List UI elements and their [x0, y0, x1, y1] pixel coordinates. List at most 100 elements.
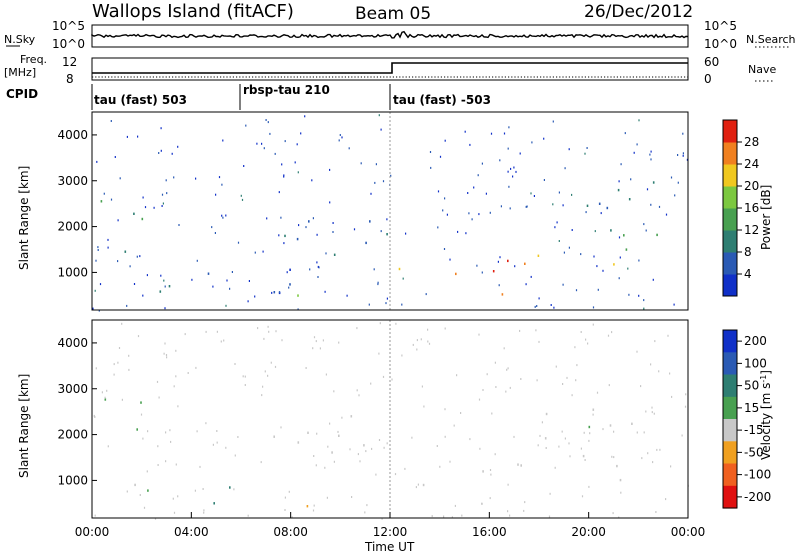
scatter-cell: [264, 370, 266, 373]
data-cell: [625, 248, 628, 251]
scatter-cell: [196, 259, 198, 262]
colorbar-block: [723, 142, 737, 165]
scatter-cell: [449, 460, 451, 463]
data-cell: [140, 401, 142, 404]
scatter-cell: [439, 155, 442, 158]
scatter-cell: [244, 384, 246, 386]
scatter-cell: [286, 271, 288, 274]
scatter-cell: [602, 428, 604, 431]
scatter-cell: [243, 165, 245, 167]
scatter-cell: [225, 214, 227, 217]
scatter-cell: [456, 374, 458, 377]
data-cell: [537, 254, 540, 257]
scatter-cell: [497, 260, 499, 263]
scatter-cell: [507, 367, 509, 370]
data-cell: [544, 437, 547, 440]
scatter-cell: [471, 218, 473, 221]
scatter-cell: [214, 232, 216, 234]
scatter-cell: [173, 385, 175, 388]
scatter-cell: [244, 375, 246, 378]
scatter-cell: [169, 429, 171, 432]
scatter-cell: [457, 230, 459, 233]
scatter-cell: [533, 195, 535, 197]
scatter-cell: [401, 303, 403, 306]
scatter-cell: [380, 128, 382, 131]
scatter-cell: [326, 496, 328, 499]
y-tick-label: 1000: [57, 473, 88, 487]
scatter-cell: [296, 143, 298, 146]
scatter-cell: [655, 511, 657, 513]
scatter-cell: [588, 485, 590, 488]
scatter-cell: [650, 363, 652, 366]
scatter-cell: [569, 455, 571, 458]
scatter-cell: [643, 431, 645, 434]
scatter-cell: [256, 142, 258, 145]
data-cell: [482, 470, 484, 473]
scatter-cell: [107, 246, 109, 249]
scatter-cell: [261, 142, 263, 145]
scatter-cell: [647, 452, 649, 455]
scatter-cell: [175, 375, 177, 378]
scatter-cell: [580, 331, 582, 333]
scatter-cell: [561, 430, 563, 433]
scatter-cell: [195, 366, 197, 369]
scatter-cell: [543, 179, 545, 181]
scatter-cell: [390, 174, 392, 177]
x-tick-label: 00:00: [75, 525, 110, 539]
data-cell: [507, 259, 509, 263]
scatter-cell: [160, 127, 162, 130]
colorbar-tick-label: 50: [744, 379, 759, 393]
scatter-cell: [467, 192, 469, 194]
scatter-cell: [568, 148, 570, 151]
scatter-cell: [554, 466, 556, 469]
scatter-cell: [670, 465, 672, 468]
scatter-cell: [494, 453, 496, 456]
scatter-cell: [442, 209, 444, 212]
scatter-cell: [166, 356, 168, 359]
data-cell: [656, 233, 658, 237]
y-tick-label: 2000: [57, 428, 88, 442]
scatter-cell: [261, 394, 263, 397]
data-cell: [386, 233, 388, 236]
scatter-cell: [254, 295, 256, 298]
data-cell: [124, 250, 127, 253]
scatter-cell: [329, 201, 331, 204]
scatter-cell: [205, 330, 207, 333]
noise-sky-line: [91, 30, 689, 39]
colorbar-tick-label: 20: [744, 179, 759, 193]
scatter-cell: [99, 283, 102, 286]
scatter-cell: [444, 139, 446, 142]
scatter-cell: [233, 488, 235, 491]
scatter-cell: [137, 135, 139, 138]
scatter-cell: [281, 163, 283, 166]
scatter-cell: [106, 389, 108, 392]
scatter-cell: [681, 434, 683, 437]
scatter-cell: [416, 348, 418, 351]
data-cell: [207, 272, 210, 275]
scatter-cell: [288, 286, 290, 289]
scatter-cell: [509, 386, 511, 389]
scatter-cell: [534, 305, 536, 308]
scatter-cell: [349, 448, 351, 451]
colorbar-block: [723, 485, 737, 509]
scatter-cell: [262, 250, 264, 253]
scatter-cell: [113, 363, 115, 366]
scatter-cell: [364, 511, 366, 514]
scatter-cell: [412, 343, 414, 346]
data-cell: [652, 181, 655, 184]
scatter-cell: [473, 186, 475, 189]
power-plot-frame: [91, 111, 689, 311]
scatter-cell: [649, 153, 651, 156]
cpid-segment-2: rbsp-tau 210: [243, 83, 330, 97]
scatter-cell: [378, 352, 380, 355]
scatter-cell: [187, 372, 189, 374]
data-cell: [616, 464, 618, 468]
date-title: 26/Dec/2012: [584, 2, 693, 22]
scatter-cell: [144, 206, 147, 209]
scatter-cell: [333, 460, 335, 463]
scatter-cell: [385, 302, 387, 305]
scatter-cell: [216, 330, 218, 333]
station-title: Wallops Island (fitACF): [92, 1, 294, 22]
scatter-cell: [482, 389, 484, 391]
scatter-cell: [592, 413, 594, 416]
